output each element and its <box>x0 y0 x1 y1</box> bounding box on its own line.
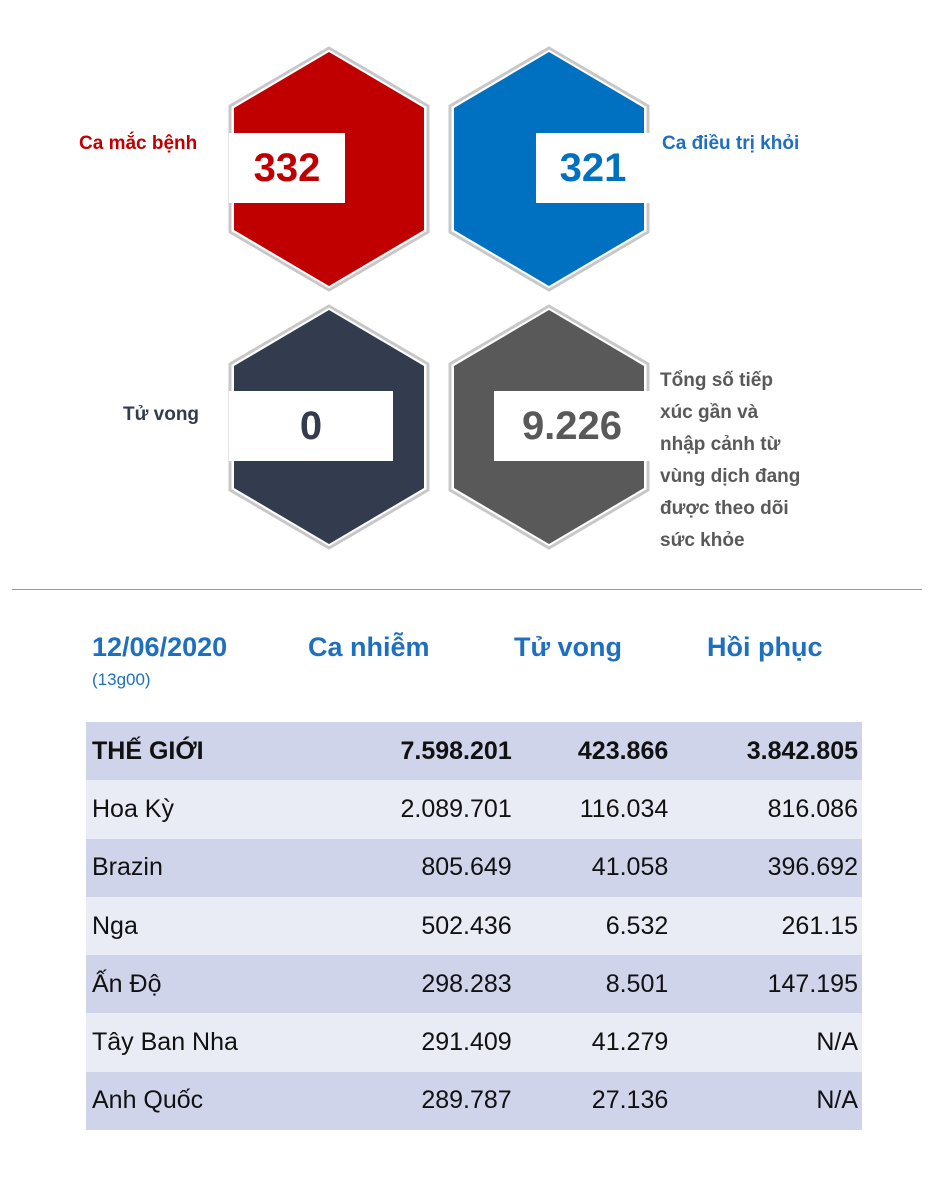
country-name: Tây Ban Nha <box>92 1028 238 1057</box>
deaths-label: Tử vong <box>123 404 200 425</box>
world-stats-table: THẾ GIỚI 7.598.201 423.866 3.842.805 Hoa… <box>86 722 862 1131</box>
monitored-hexagon: 9.226 <box>444 302 654 552</box>
table-row: Tây Ban Nha 291.409 41.279 N/A <box>86 1013 862 1072</box>
recovered-cell: 3.842.805 <box>746 736 858 765</box>
recovered-cell: N/A <box>816 1028 858 1057</box>
monitored-label-line: vùng dịch đang <box>660 466 801 487</box>
table-row: Anh Quốc 289.787 27.136 N/A <box>86 1071 862 1131</box>
country-name: Hoa Kỳ <box>92 794 174 823</box>
country-name: Nga <box>92 911 138 940</box>
section-divider <box>12 589 922 590</box>
recovered-cell: N/A <box>816 1086 858 1115</box>
cases-cell: 298.283 <box>421 969 512 998</box>
table-row: Ấn Độ 298.283 8.501 147.195 <box>86 955 862 1014</box>
deaths-hexagon: 0 <box>224 302 434 552</box>
table-row: Hoa Kỳ 2.089.701 116.034 816.086 <box>86 780 862 839</box>
recovered-cell: 816.086 <box>767 794 858 823</box>
header-cases: Ca nhiễm <box>308 632 430 662</box>
deaths-cell: 41.058 <box>591 853 669 882</box>
cases-cell: 502.436 <box>421 911 512 940</box>
recovered-cell: 261.15 <box>781 911 858 940</box>
table-row: THẾ GIỚI 7.598.201 423.866 3.842.805 <box>86 722 862 781</box>
header-deaths: Tử vong <box>514 632 623 662</box>
country-name: THẾ GIỚI <box>92 736 204 765</box>
deaths-cell: 116.034 <box>579 794 669 823</box>
monitored-label-line: sức khỏe <box>660 530 745 551</box>
cases-cell: 291.409 <box>421 1028 512 1057</box>
deaths-value: 0 <box>229 391 393 461</box>
deaths-cell: 41.279 <box>591 1028 669 1057</box>
table-time: (13g00) <box>92 670 151 689</box>
table-row: Brazin 805.649 41.058 396.692 <box>86 838 862 897</box>
table-row: Nga 502.436 6.532 261.15 <box>86 896 862 956</box>
monitored-label-line: được theo dõi <box>660 498 789 519</box>
monitored-label-line: xúc gần và <box>660 402 759 423</box>
recovered-value: 321 <box>536 133 650 203</box>
deaths-cell: 27.136 <box>591 1086 669 1115</box>
monitored-value: 9.226 <box>494 391 650 461</box>
cases-cell: 7.598.201 <box>400 736 512 765</box>
deaths-cell: 423.866 <box>577 736 669 765</box>
cases-cell: 289.787 <box>421 1086 512 1115</box>
country-name: Brazin <box>92 853 163 882</box>
recovered-hexagon: 321 <box>444 44 654 294</box>
recovered-label: Ca điều trị khỏi <box>662 133 800 154</box>
cases-cell: 2.089.701 <box>400 794 512 823</box>
cases-label: Ca mắc bệnh <box>79 133 198 154</box>
cases-value: 332 <box>229 133 345 203</box>
monitored-label: Tổng số tiếp xúc gần và nhập cảnh từ vùn… <box>660 365 800 557</box>
recovered-cell: 147.195 <box>767 969 858 998</box>
country-name: Ấn Độ <box>92 969 162 998</box>
recovered-cell: 396.692 <box>767 853 858 882</box>
country-name: Anh Quốc <box>92 1086 204 1115</box>
header-recovered: Hồi phục <box>707 632 823 662</box>
monitored-label-line: Tổng số tiếp <box>660 370 773 391</box>
cases-cell: 805.649 <box>421 853 512 882</box>
deaths-cell: 8.501 <box>605 969 669 998</box>
deaths-cell: 6.532 <box>605 911 669 940</box>
cases-hexagon: 332 <box>224 44 434 294</box>
table-date: 12/06/2020 <box>92 632 228 662</box>
monitored-label-line: nhập cảnh từ <box>660 434 781 455</box>
